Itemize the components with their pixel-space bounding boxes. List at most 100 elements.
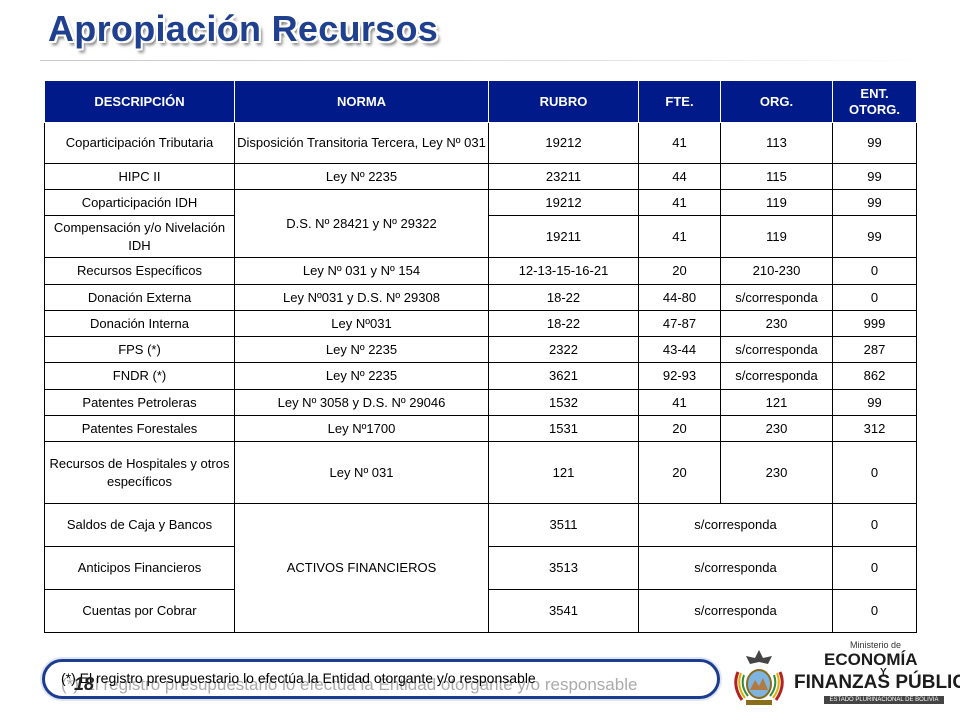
cell-item: 23211 — [488, 163, 639, 190]
cell-org: 113 — [720, 122, 833, 164]
cell-source-org: s/corresponda — [638, 546, 833, 590]
ministry-prefix: Ministerio de — [850, 640, 902, 650]
cell-norm: Ley Nº 3058 y D.S. Nº 29046 — [234, 389, 489, 416]
page-title: Apropiación Recursos — [48, 8, 439, 49]
cell-entity: 999 — [832, 310, 917, 337]
cell-item: 12-13-15-16-21 — [488, 257, 639, 285]
cell-description: Patentes Petroleras — [44, 389, 235, 416]
cell-org: 121 — [720, 389, 833, 416]
cell-norm: Ley Nº031 y D.S. Nº 29308 — [234, 284, 489, 311]
header-norm: NORMA — [234, 80, 489, 123]
cell-org: s/corresponda — [720, 284, 833, 311]
header-item: RUBRO — [488, 80, 639, 123]
cell-description: Recursos Específicos — [44, 257, 235, 285]
cell-description: Donación Interna — [44, 310, 235, 337]
cell-entity: 99 — [832, 122, 917, 164]
cell-item: 19212 — [488, 189, 639, 216]
footer-note-shadow: (*) El registro presupuestario lo efectú… — [61, 675, 638, 694]
cell-entity: 0 — [832, 284, 917, 311]
ministry-name-economy: ECONOMÍA — [824, 650, 918, 669]
cell-item: 1532 — [488, 389, 639, 416]
header-entity: ENT. OTORG. — [832, 80, 917, 123]
cell-org: 230 — [720, 441, 833, 504]
cell-org: 119 — [720, 215, 833, 258]
cell-entity: 0 — [832, 257, 917, 285]
cell-entity: 99 — [832, 163, 917, 190]
cell-description: FPS (*) — [44, 336, 235, 363]
cell-source: 44-80 — [638, 284, 721, 311]
cell-norm: ACTIVOS FINANCIEROS — [234, 503, 489, 633]
cell-item: 121 — [488, 441, 639, 504]
table-row: Patentes Forestales Ley Nº1700 1531 20 2… — [44, 415, 917, 442]
cell-org: 230 — [720, 310, 833, 337]
cell-norm: Ley Nº1700 — [234, 415, 489, 442]
cell-entity: 312 — [832, 415, 917, 442]
footer-note: (*) El registro presupuestario lo efectú… — [61, 670, 536, 686]
cell-norm: Ley Nº031 — [234, 310, 489, 337]
table-row: Patentes Petroleras Ley Nº 3058 y D.S. N… — [44, 389, 917, 416]
table-header-row: DESCRIPCIÓN NORMA RUBRO FTE. ORG. ENT. O… — [44, 80, 917, 123]
cell-source: 41 — [638, 122, 721, 164]
cell-norm: Ley Nº 2235 — [234, 362, 489, 390]
cell-item: 18-22 — [488, 310, 639, 337]
cell-description: HIPC II — [44, 163, 235, 190]
cell-item: 3541 — [488, 589, 639, 633]
cell-source: 92-93 — [638, 362, 721, 390]
ministry-logo: Ministerio de ECONOMÍA Y FINANZAS PÚBLIC… — [720, 640, 960, 720]
cell-source: 20 — [638, 441, 721, 504]
cell-org: 230 — [720, 415, 833, 442]
cell-description: Saldos de Caja y Bancos — [44, 503, 235, 547]
cell-org: 210-230 — [720, 257, 833, 285]
cell-source: 20 — [638, 415, 721, 442]
header-source: FTE. — [638, 80, 721, 123]
cell-item: 3511 — [488, 503, 639, 547]
cell-org: s/corresponda — [720, 336, 833, 363]
cell-source-org: s/corresponda — [638, 503, 833, 547]
ministry-name-finance: FINANZAS PÚBLICAS — [794, 672, 960, 693]
cell-entity: 99 — [832, 189, 917, 216]
resources-table: DESCRIPCIÓN NORMA RUBRO FTE. ORG. ENT. O… — [44, 80, 917, 633]
cell-description: FNDR (*) — [44, 362, 235, 390]
table-row: Cuentas por Cobrar 3541 s/corresponda 0 — [44, 589, 917, 633]
table-row: FNDR (*) Ley Nº 2235 3621 92-93 s/corres… — [44, 362, 917, 390]
cell-description: Donación Externa — [44, 284, 235, 311]
cell-norm: Ley Nº 031 y Nº 154 — [234, 257, 489, 285]
cell-org: 115 — [720, 163, 833, 190]
table-row: FPS (*) Ley Nº 2235 2322 43-44 s/corresp… — [44, 336, 917, 363]
ministry-connector: Y — [880, 667, 887, 678]
header-org: ORG. — [720, 80, 833, 123]
footer-note-box: (*) El registro presupuestario lo efectú… — [42, 659, 720, 699]
cell-source: 41 — [638, 215, 721, 258]
table-row: Recursos de Hospitales y otros específic… — [44, 441, 917, 504]
cell-org: 119 — [720, 189, 833, 216]
cell-norm: Ley Nº 2235 — [234, 336, 489, 363]
cell-entity: 0 — [832, 503, 917, 547]
table-row: HIPC II Ley Nº 2235 23211 44 115 99 — [44, 163, 917, 190]
cell-org: s/corresponda — [720, 362, 833, 390]
cell-norm: D.S. Nº 28421 y Nº 29322 — [234, 189, 489, 258]
table-row: Compensación y/o Nivelación IDH 19211 41… — [44, 215, 917, 258]
cell-item: 3621 — [488, 362, 639, 390]
table-row: Donación Interna Ley Nº031 18-22 47-87 2… — [44, 310, 917, 337]
cell-item: 19211 — [488, 215, 639, 258]
cell-norm: Ley Nº 2235 — [234, 163, 489, 190]
cell-norm: Disposición Transitoria Tercera, Ley Nº … — [234, 122, 489, 164]
cell-description: Anticipos Financieros — [44, 546, 235, 590]
cell-description: Compensación y/o Nivelación IDH — [44, 215, 235, 258]
cell-description: Patentes Forestales — [44, 415, 235, 442]
cell-source: 41 — [638, 189, 721, 216]
cell-norm: Ley Nº 031 — [234, 441, 489, 504]
table-row: Donación Externa Ley Nº031 y D.S. Nº 293… — [44, 284, 917, 311]
cell-source: 44 — [638, 163, 721, 190]
bolivia-coat-of-arms-icon — [734, 650, 784, 705]
cell-entity: 99 — [832, 389, 917, 416]
cell-item: 3513 — [488, 546, 639, 590]
cell-entity: 287 — [832, 336, 917, 363]
cell-item: 2322 — [488, 336, 639, 363]
table-row: Coparticipación Tributaria Disposición T… — [44, 122, 917, 164]
cell-entity: 0 — [832, 589, 917, 633]
cell-source: 43-44 — [638, 336, 721, 363]
cell-description: Coparticipación IDH — [44, 189, 235, 216]
cell-entity: 862 — [832, 362, 917, 390]
cell-item: 1531 — [488, 415, 639, 442]
